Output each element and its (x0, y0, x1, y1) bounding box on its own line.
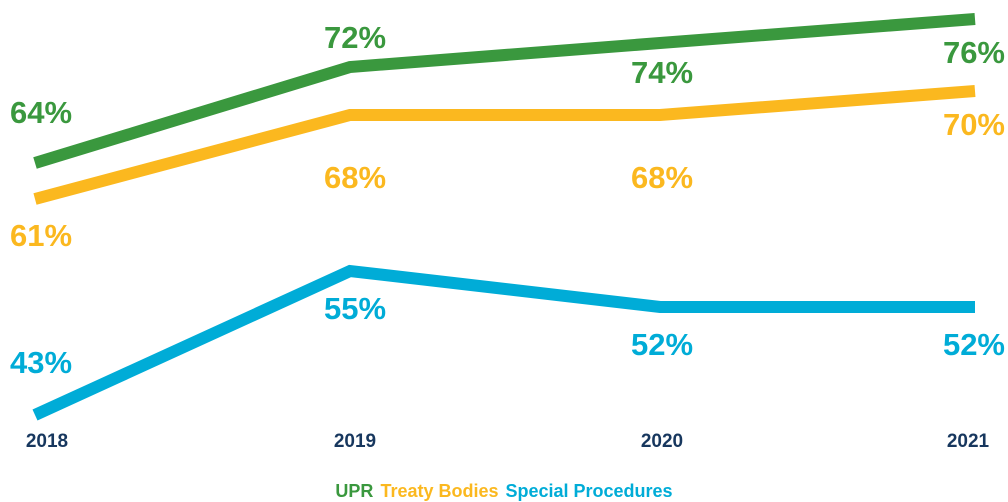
data-label: 61% (10, 218, 72, 253)
data-label: 68% (324, 160, 386, 195)
legend-entry: UPR (335, 481, 373, 501)
data-label: 72% (324, 20, 386, 55)
data-label: 43% (10, 345, 72, 380)
x-tick-label: 2021 (947, 431, 990, 452)
x-tick-label: 2019 (334, 431, 376, 452)
legend: UPR Treaty Bodies Special Procedures (335, 481, 672, 501)
data-label: 68% (631, 160, 693, 195)
series-line (33, 13, 976, 169)
x-tick-label: 2018 (26, 431, 68, 452)
data-label: 74% (631, 55, 693, 90)
data-label: 64% (10, 95, 72, 130)
series-line (33, 85, 976, 205)
series-line (32, 264, 975, 421)
data-label: 76% (943, 35, 1005, 70)
legend-entry: Special Procedures (505, 481, 672, 501)
data-label: 70% (943, 107, 1005, 142)
legend-entry: Treaty Bodies (380, 481, 498, 501)
data-label: 52% (943, 327, 1005, 362)
data-label: 55% (324, 291, 386, 326)
data-label: 52% (631, 327, 693, 362)
x-tick-label: 2020 (641, 431, 683, 452)
